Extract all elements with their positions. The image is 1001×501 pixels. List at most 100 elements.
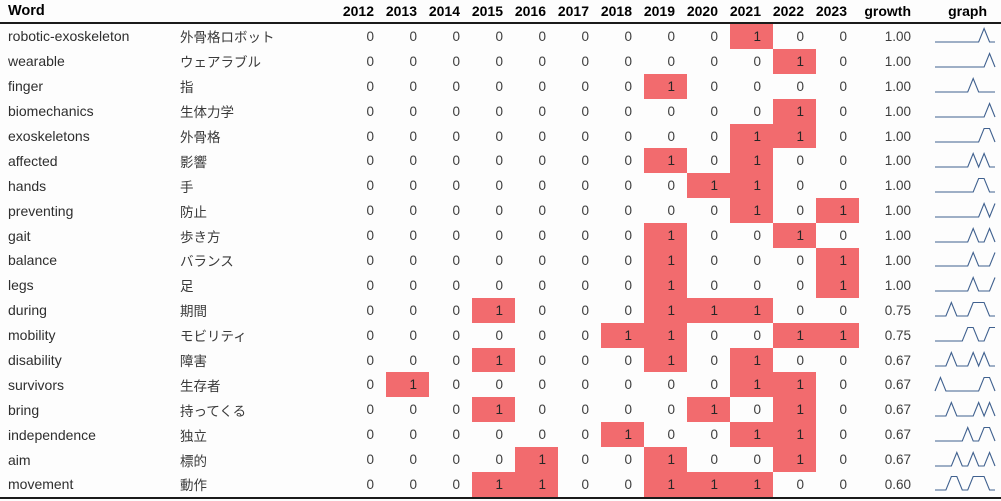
year-value-cell: 0: [581, 203, 589, 219]
year-value-cell: 0: [667, 53, 675, 69]
year-value-cell: 1: [730, 372, 773, 398]
growth-cell: 0.67: [884, 377, 911, 393]
year-value-cell: 0: [495, 327, 503, 343]
word-cell: biomechanics: [8, 103, 94, 120]
growth-cell: 1.00: [884, 277, 911, 293]
year-value-cell: 0: [538, 377, 546, 393]
year-value-cell: 0: [366, 28, 374, 44]
year-value-cell: 1: [730, 297, 773, 323]
year-value-cell: 1: [386, 372, 429, 398]
year-value-cell: 1: [515, 447, 558, 473]
year-value-cell: 0: [538, 128, 546, 144]
year-value-cell: 0: [710, 228, 718, 244]
year-value-cell: 0: [452, 28, 460, 44]
year-value-cell: 0: [581, 53, 589, 69]
year-value-cell: 0: [796, 352, 804, 368]
year-value-cell: 0: [495, 53, 503, 69]
year-value-cell: 0: [495, 153, 503, 169]
year-value-cell: 0: [366, 327, 374, 343]
year-value-cell: 0: [753, 327, 761, 343]
sparkline-path: [935, 301, 995, 317]
year-value-cell: 0: [753, 103, 761, 119]
year-value-cell: 1: [644, 223, 687, 249]
sparkline-graph: [935, 102, 996, 118]
year-value-cell: 0: [839, 352, 847, 368]
growth-cell: 1.00: [884, 228, 911, 244]
year-value-cell: 0: [753, 228, 761, 244]
japanese-cell: 独立: [180, 428, 207, 444]
year-value-cell: 0: [710, 352, 718, 368]
year-value-cell: 0: [409, 352, 417, 368]
year-value-cell: 0: [624, 228, 632, 244]
year-value-cell: 0: [624, 352, 632, 368]
year-value-cell: 1: [773, 422, 816, 448]
year-column-header: 2016: [514, 3, 546, 19]
sparkline-path: [935, 450, 996, 467]
graph-cell: [913, 422, 1001, 447]
year-value-cell: 0: [409, 402, 417, 418]
word-cell: exoskeletons: [8, 128, 90, 144]
year-value-cell: 1: [644, 272, 687, 298]
year-value-cell: 0: [710, 153, 718, 169]
year-value-cell: 0: [452, 228, 460, 244]
japanese-cell: モビリティ: [180, 329, 247, 345]
japanese-cell: 生体力学: [180, 105, 234, 121]
year-value-cell: 0: [495, 252, 503, 268]
word-cell: robotic-exoskeleton: [8, 28, 130, 45]
table-row: survivors 生存者 0 1 0 0 0 0 0 0 0 1 1 0 0.…: [0, 372, 1001, 398]
japanese-cell: 障害: [180, 354, 207, 370]
year-value-cell: 0: [624, 277, 632, 293]
year-value-cell: 0: [624, 452, 632, 468]
word-cell: preventing: [8, 202, 74, 219]
year-value-cell: 0: [581, 476, 589, 492]
table-row: affected 影響 0 0 0 0 0 0 0 1 0 1 0 0 1.00: [0, 148, 1001, 174]
year-value-cell: 0: [409, 327, 417, 343]
sparkline-path: [935, 251, 996, 268]
year-value-cell: 0: [538, 228, 546, 244]
year-value-cell: 0: [624, 252, 632, 268]
year-value-cell: 0: [452, 327, 460, 343]
growth-cell: 1.00: [884, 153, 911, 169]
japanese-cell: バランス: [180, 254, 234, 270]
year-value-cell: 0: [538, 402, 546, 418]
sparkline-graph: [935, 27, 995, 43]
year-value-cell: 0: [366, 377, 374, 393]
year-value-cell: 0: [452, 178, 460, 194]
year-value-cell: 0: [710, 277, 718, 293]
japanese-cell: 歩き方: [180, 229, 221, 245]
year-value-cell: 1: [730, 198, 773, 224]
graph-cell: [913, 99, 1001, 124]
year-value-cell: 0: [839, 103, 847, 119]
year-value-cell: 0: [366, 402, 374, 418]
year-value-cell: 0: [753, 252, 761, 268]
year-column-header: 2023: [815, 3, 847, 19]
year-value-cell: 0: [839, 228, 847, 244]
year-column-header: 2018: [600, 3, 632, 19]
table-row: balance バランス 0 0 0 0 0 0 0 1 0 0 0 1 1.0…: [0, 248, 1001, 273]
year-value-cell: 0: [452, 78, 460, 94]
year-value-cell: 0: [839, 427, 847, 443]
sparkline-path: [934, 375, 996, 392]
year-value-cell: 0: [581, 327, 589, 343]
year-value-cell: 0: [495, 427, 503, 443]
graph-column-header: graph: [948, 3, 987, 19]
table-row: during 期間 0 0 0 1 0 0 0 1 1 1 0 0 0.75: [0, 297, 1001, 323]
year-value-cell: 0: [796, 476, 804, 492]
year-value-cell: 0: [409, 302, 417, 318]
growth-cell: 1.00: [884, 252, 911, 268]
year-value-cell: 0: [452, 252, 460, 268]
year-value-cell: 0: [581, 302, 589, 318]
year-value-cell: 0: [452, 427, 460, 443]
year-value-cell: 0: [495, 203, 503, 219]
sparkline-graph: [935, 226, 996, 243]
year-value-cell: 0: [409, 203, 417, 219]
year-value-cell: 0: [366, 103, 374, 119]
year-value-cell: 1: [644, 347, 687, 373]
word-cell: balance: [8, 252, 58, 269]
sparkline-path: [935, 177, 995, 193]
word-cell: movement: [8, 476, 74, 493]
japanese-cell: 外骨格: [180, 130, 221, 145]
sparkline-graph: [934, 375, 996, 392]
year-value-cell: 0: [581, 277, 589, 293]
year-column-header: 2020: [686, 3, 718, 19]
